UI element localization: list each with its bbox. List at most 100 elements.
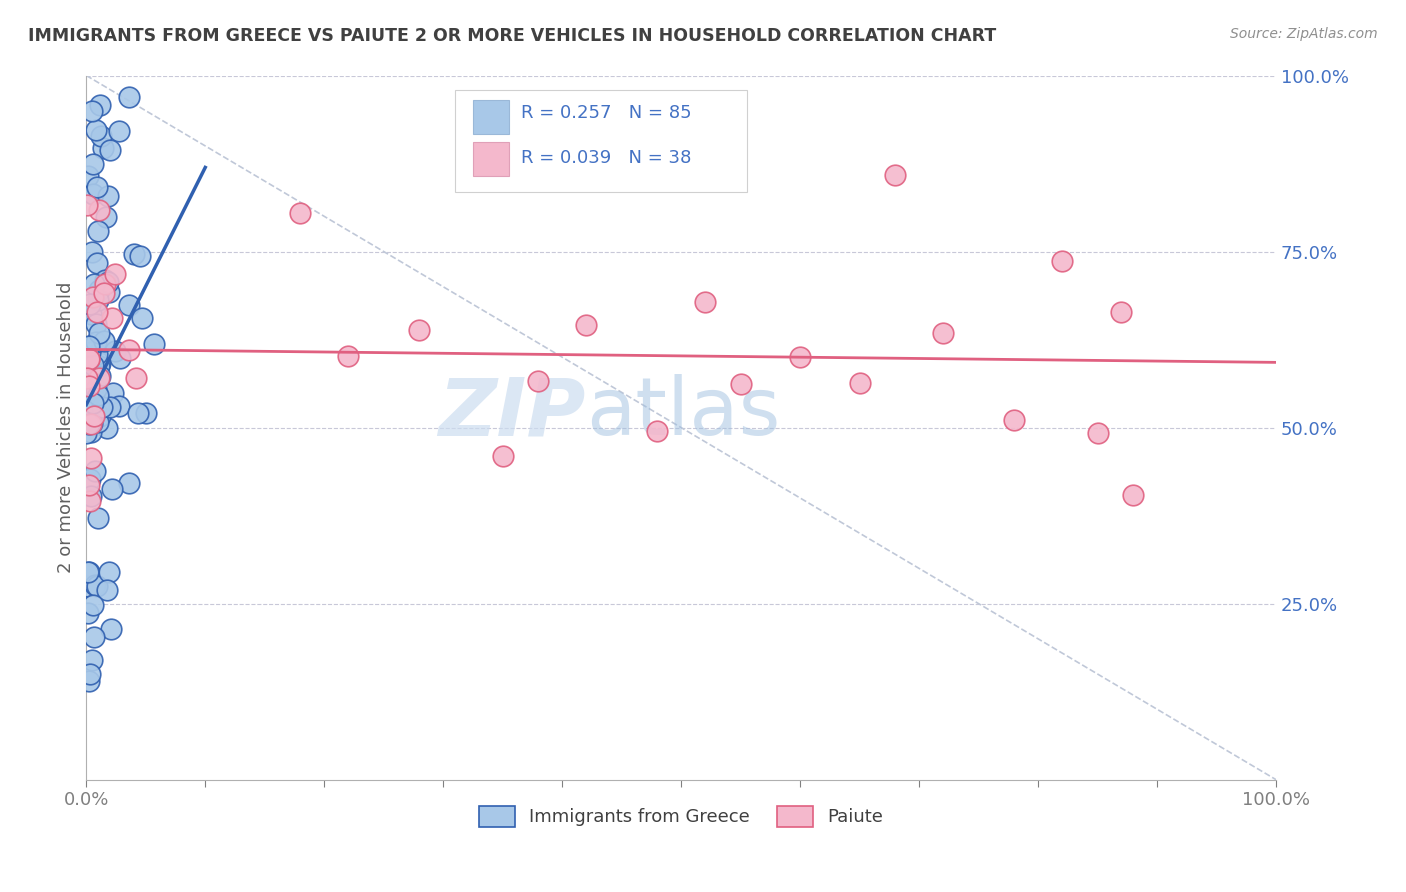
Point (1122, 488, 1144, 502)
Point (848, 376, 870, 390)
Point (77, 565, 100, 579)
Text: ZIP: ZIP (439, 375, 586, 452)
Point (83, 392, 105, 407)
Point (1050, 253, 1073, 268)
Point (83, 464, 105, 478)
Point (79, 296, 101, 310)
Point (108, 124, 131, 138)
Point (932, 326, 955, 340)
Point (76, 371, 98, 385)
Point (789, 351, 811, 365)
Point (89, 409, 111, 423)
Point (76, 169, 98, 184)
Point (94, 211, 117, 225)
Point (118, 343, 141, 358)
Point (82, 103, 104, 118)
Point (79, 307, 101, 321)
Point (1087, 426, 1109, 441)
Point (79, 472, 101, 486)
Point (76, 397, 98, 411)
Point (82, 404, 104, 418)
Point (86, 415, 108, 429)
Point (87, 293, 110, 308)
Point (337, 349, 360, 363)
Point (86, 579, 108, 593)
Point (693, 294, 716, 309)
Point (82, 395, 104, 409)
Point (82, 157, 104, 171)
Point (77, 351, 100, 366)
Text: R = 0.257   N = 85: R = 0.257 N = 85 (520, 103, 692, 122)
Point (91, 141, 114, 155)
Point (77, 351, 100, 366)
Point (527, 374, 550, 388)
Point (76, 579, 98, 593)
Point (107, 399, 129, 413)
Point (118, 298, 141, 312)
Point (118, 476, 141, 491)
FancyBboxPatch shape (456, 89, 747, 192)
Point (90, 129, 112, 144)
Point (96, 188, 118, 202)
Point (77, 417, 100, 431)
Point (1002, 413, 1025, 427)
Point (96, 421, 118, 435)
Point (94, 277, 117, 291)
Point (108, 351, 131, 365)
Point (77, 565, 100, 579)
Point (128, 249, 150, 263)
Point (80, 416, 103, 430)
Point (80, 425, 103, 440)
Point (93, 285, 115, 300)
Point (76, 606, 98, 620)
Point (86, 256, 108, 270)
Point (86, 359, 108, 374)
Point (100, 400, 122, 414)
Point (89, 369, 111, 384)
FancyBboxPatch shape (472, 143, 509, 177)
Point (84, 123, 107, 137)
Point (86, 180, 108, 194)
Point (89, 326, 111, 340)
Point (83, 277, 105, 291)
Point (86, 347, 108, 361)
Point (75, 425, 97, 440)
Point (143, 336, 166, 351)
Point (103, 386, 125, 401)
Point (79, 493, 101, 508)
Point (93, 334, 115, 349)
Point (87, 387, 110, 401)
Point (80, 245, 103, 260)
Point (89, 203, 111, 218)
Point (83, 631, 105, 645)
Point (94, 272, 117, 286)
Point (125, 371, 148, 385)
Point (884, 169, 907, 183)
Point (101, 311, 124, 326)
Point (79, 667, 101, 681)
Y-axis label: 2 or more Vehicles in Household: 2 or more Vehicles in Household (58, 282, 75, 574)
Point (730, 376, 752, 391)
Point (96, 583, 118, 598)
Point (89, 371, 111, 385)
Text: R = 0.039   N = 38: R = 0.039 N = 38 (520, 149, 690, 167)
Point (76, 417, 98, 432)
Point (89, 98, 111, 112)
Point (117, 89, 139, 103)
Point (131, 311, 153, 326)
Point (86, 511, 108, 525)
Point (77, 339, 100, 353)
Point (83, 303, 105, 318)
Text: Source: ZipAtlas.com: Source: ZipAtlas.com (1230, 27, 1378, 41)
Point (80, 489, 103, 503)
Point (91, 400, 114, 414)
Point (575, 318, 598, 333)
Point (104, 344, 127, 359)
Point (79, 344, 101, 359)
Legend: Immigrants from Greece, Paiute: Immigrants from Greece, Paiute (471, 798, 891, 834)
Point (80, 451, 103, 466)
FancyBboxPatch shape (472, 100, 509, 134)
Point (82, 598, 104, 612)
Point (80, 417, 103, 432)
Point (647, 424, 669, 438)
